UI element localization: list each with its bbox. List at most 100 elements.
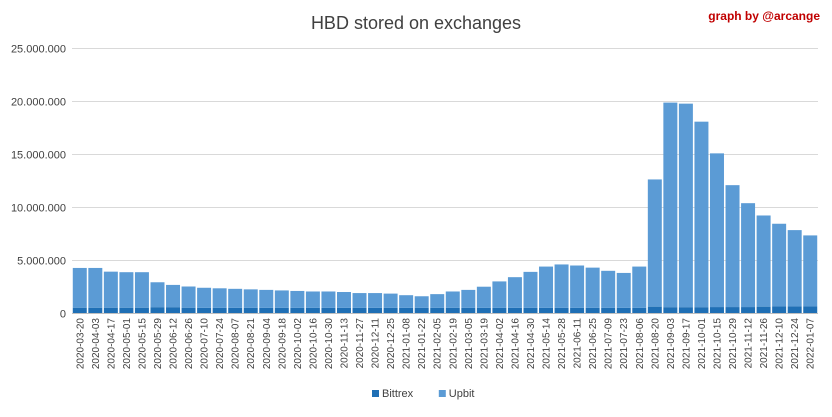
bar-upbit: [803, 235, 818, 307]
x-axis-ticks: 2020-03-20 2020-04-03 2020-04-17 2020-05-01…: [75, 318, 816, 370]
bar-bittrex: [492, 307, 507, 313]
x-tick-label: 2021-05-14: [542, 318, 553, 370]
bar-bittrex: [290, 307, 305, 313]
bar-upbit: [756, 215, 771, 307]
x-tick-label: 2020-12-11: [371, 318, 382, 369]
bar-marks: [72, 102, 818, 313]
legend: Bittrex Upbit: [372, 388, 474, 400]
bar-bittrex: [694, 307, 709, 313]
bar-upbit: [197, 287, 212, 308]
bar-upbit: [305, 291, 320, 308]
bar-bittrex: [647, 306, 662, 313]
x-tick-label: 2021-02-19: [448, 318, 459, 370]
bar-bittrex: [212, 307, 227, 313]
bar-bittrex: [756, 306, 771, 313]
x-tick-label: 2020-07-10: [200, 318, 211, 370]
bar-upbit: [88, 267, 103, 308]
bar-bittrex: [399, 307, 414, 313]
bar-upbit: [430, 294, 445, 308]
bar-bittrex: [601, 307, 616, 313]
x-tick-label: 2021-12-24: [790, 318, 801, 370]
bar-bittrex: [741, 307, 756, 313]
bar-upbit: [632, 266, 647, 308]
x-tick-label: 2021-05-28: [557, 318, 568, 370]
bar-upbit: [507, 277, 522, 308]
x-tick-label: 2022-01-07: [806, 318, 817, 370]
bar-upbit: [694, 121, 709, 308]
bar-upbit: [228, 288, 243, 308]
legend-swatch-bittrex: [372, 390, 379, 397]
bar-bittrex: [445, 307, 460, 313]
legend-label-bittrex: Bittrex: [382, 388, 414, 400]
x-tick-label: 2020-04-03: [91, 318, 102, 370]
x-tick-label: 2020-05-29: [153, 318, 164, 370]
bar-upbit: [787, 230, 802, 307]
x-tick-label: 2021-10-01: [697, 318, 708, 370]
x-tick-label: 2021-07-23: [619, 318, 630, 370]
x-tick-label: 2021-10-15: [712, 318, 723, 370]
bar-upbit: [725, 185, 740, 308]
bar-upbit: [772, 223, 787, 307]
x-tick-label: 2021-07-09: [604, 318, 615, 370]
x-tick-label: 2020-06-26: [184, 318, 195, 370]
bar-upbit: [554, 264, 569, 308]
bar-upbit: [336, 292, 351, 308]
bar-upbit: [492, 281, 507, 308]
x-tick-label: 2021-04-30: [526, 318, 537, 370]
x-tick-label: 2021-08-06: [635, 318, 646, 370]
bar-upbit: [274, 290, 289, 308]
bar-bittrex: [243, 307, 258, 313]
bar-bittrex: [72, 307, 87, 313]
bar-upbit: [414, 296, 429, 308]
x-tick-label: 2020-10-02: [293, 318, 304, 370]
bar-bittrex: [632, 307, 647, 313]
bar-upbit: [601, 270, 616, 308]
y-axis-ticks: 0 5.000.000 10.000.000 15.000.000 20.000.000…: [11, 44, 66, 321]
x-tick-label: 2021-02-05: [433, 318, 444, 370]
x-tick-label: 2020-09-18: [277, 318, 288, 370]
y-tick-label: 20.000.000: [11, 97, 66, 109]
bar-bittrex: [507, 307, 522, 313]
x-tick-label: 2020-12-25: [386, 318, 397, 370]
x-tick-label: 2021-03-05: [464, 318, 475, 370]
y-tick-label: 5.000.000: [17, 256, 66, 268]
bar-bittrex: [103, 307, 118, 313]
bar-bittrex: [803, 306, 818, 313]
y-tick-label: 10.000.000: [11, 203, 66, 215]
bar-upbit: [352, 293, 367, 308]
bar-upbit: [290, 290, 305, 308]
bar-upbit: [72, 267, 87, 308]
x-tick-label: 2021-04-16: [510, 318, 521, 370]
bar-bittrex: [274, 307, 289, 313]
bar-upbit: [368, 293, 383, 308]
legend-swatch-upbit: [438, 390, 446, 397]
x-tick-label: 2021-01-08: [402, 318, 413, 370]
bar-upbit: [709, 153, 724, 308]
bar-upbit: [445, 291, 460, 308]
bar-upbit: [321, 291, 336, 308]
bar-bittrex: [352, 307, 367, 313]
x-tick-label: 2020-07-24: [215, 318, 226, 370]
x-tick-label: 2021-03-19: [479, 318, 490, 370]
bar-upbit: [399, 295, 414, 308]
x-tick-label: 2020-06-12: [169, 318, 180, 370]
bar-upbit: [259, 289, 274, 308]
bar-upbit: [119, 272, 134, 308]
bar-upbit: [523, 271, 538, 308]
bar-bittrex: [414, 307, 429, 313]
x-tick-label: 2021-08-20: [650, 318, 661, 370]
x-tick-label: 2021-09-03: [666, 318, 677, 370]
x-tick-label: 2020-11-13: [339, 318, 350, 369]
bar-bittrex: [461, 307, 476, 313]
bar-bittrex: [197, 307, 212, 313]
bar-bittrex: [430, 307, 445, 313]
x-tick-label: 2020-03-20: [75, 318, 86, 370]
x-tick-label: 2021-09-17: [681, 318, 692, 370]
bar-upbit: [647, 179, 662, 307]
bar-bittrex: [570, 307, 585, 313]
bar-upbit: [585, 267, 600, 308]
x-tick-label: 2021-01-22: [417, 318, 428, 370]
bar-upbit: [539, 266, 554, 308]
